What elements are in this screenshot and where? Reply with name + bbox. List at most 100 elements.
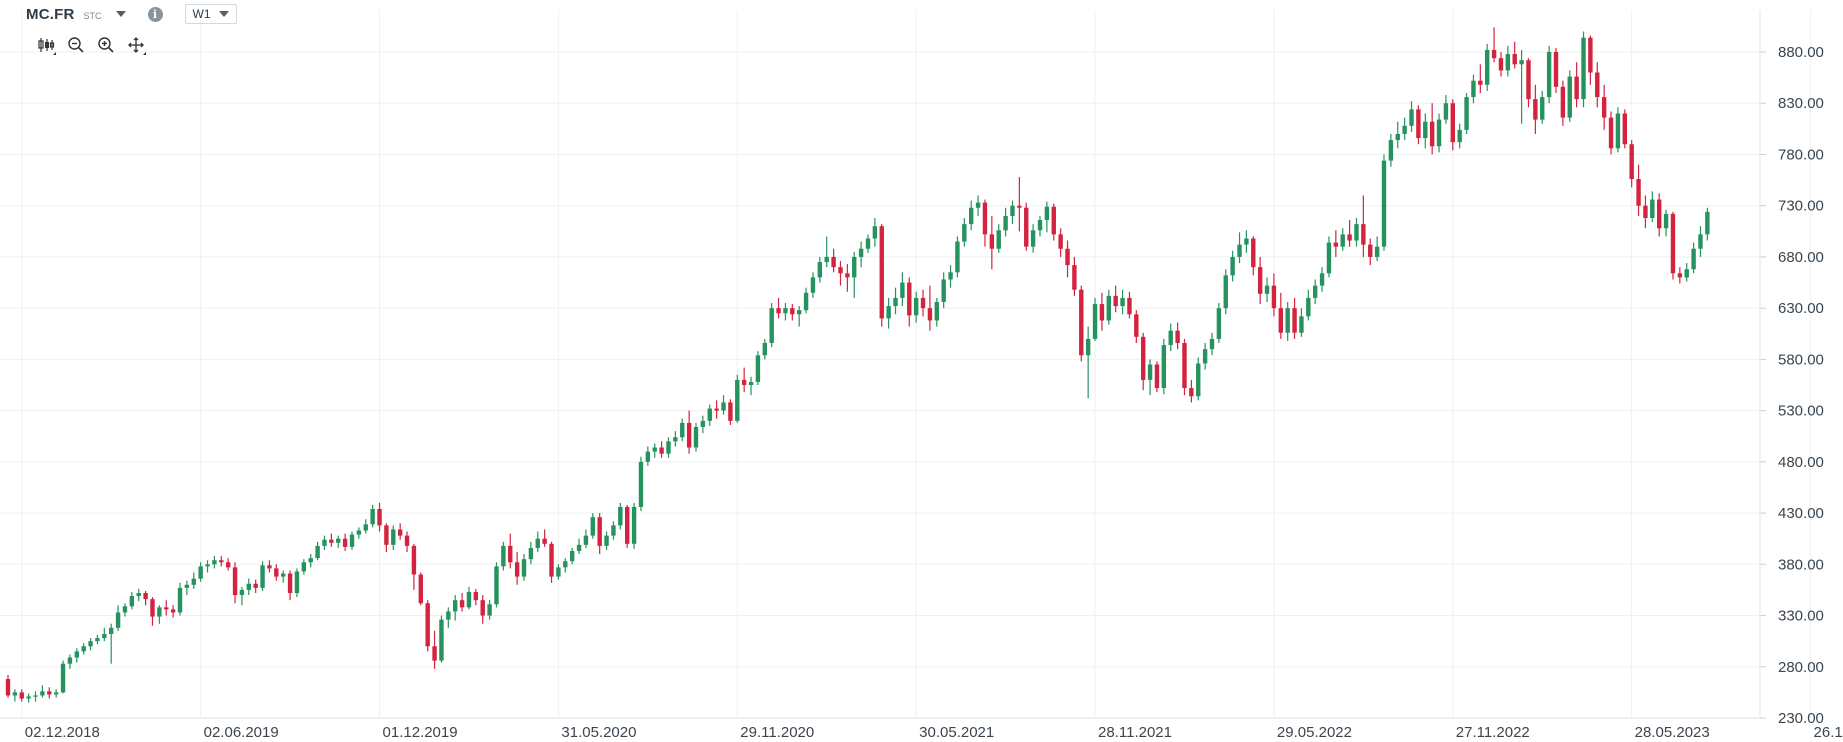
candle-body (53, 692, 59, 695)
info-icon[interactable]: i (147, 6, 163, 22)
candle-down (170, 605, 176, 618)
candle-body (239, 589, 245, 596)
candle-down (597, 513, 602, 555)
candle-up (115, 605, 121, 631)
zoom-in-button[interactable] (96, 35, 116, 55)
candle-body (1299, 316, 1304, 333)
candle-body (1505, 54, 1511, 71)
candle-body (1168, 330, 1173, 346)
candle-up (1464, 92, 1469, 134)
candle-body (762, 342, 767, 356)
candle-up (239, 586, 245, 606)
candle-down (459, 592, 465, 612)
candle-body (74, 651, 79, 658)
candle-up (1196, 357, 1201, 401)
candle-up (1471, 74, 1476, 104)
candle-body (879, 226, 884, 319)
candle-down (47, 687, 52, 699)
interval-select[interactable]: W1 (184, 4, 237, 24)
candle-body (95, 638, 100, 642)
candle-down (1271, 273, 1277, 317)
candle-body (260, 565, 265, 588)
candle-up (1423, 113, 1428, 149)
candle-up (1030, 224, 1036, 253)
zoom-out-button[interactable] (66, 35, 86, 55)
candle-body (1457, 129, 1462, 143)
candle-body (1347, 234, 1352, 241)
candle-body (790, 308, 795, 315)
candle-body (1663, 213, 1669, 229)
candle-up (618, 502, 623, 530)
candle-up (501, 541, 506, 571)
candle-up (370, 504, 375, 528)
candle-body (459, 600, 465, 608)
candle-body (955, 241, 960, 273)
candle-down (5, 674, 11, 698)
candle-up (645, 446, 651, 466)
candle-body (473, 591, 479, 601)
candle-up (803, 287, 809, 314)
candle-body (274, 568, 279, 577)
candle-body (1395, 133, 1400, 141)
symbol-name[interactable]: MC.FR (26, 5, 75, 23)
candle-body (12, 692, 18, 696)
candle-up (494, 562, 499, 608)
candle-up (212, 556, 217, 569)
candle-up (12, 689, 18, 702)
candle-up (88, 638, 93, 651)
candle-body (542, 538, 547, 544)
candle-body (246, 583, 251, 590)
candle-body (1161, 345, 1167, 389)
candle-body (1684, 269, 1689, 278)
x-tick-label: 29.11.2020 (740, 724, 814, 741)
candle-down (1478, 64, 1483, 93)
move-button[interactable] (126, 35, 146, 55)
candle-body (356, 530, 362, 535)
candle-body (549, 543, 554, 577)
candle-body (735, 379, 740, 421)
candle-body (81, 646, 86, 652)
candle-body (1209, 338, 1215, 350)
candle-up (1381, 154, 1387, 251)
zoom-out-icon (68, 37, 84, 53)
symbol-dropdown-icon[interactable] (115, 11, 126, 17)
candle-up (563, 558, 568, 573)
candle-type-button[interactable] (36, 35, 56, 55)
candle-up (1092, 297, 1098, 341)
candle-body (1657, 199, 1662, 229)
candle-body (913, 297, 919, 316)
candle-body (1175, 330, 1180, 343)
candle-body (680, 422, 685, 438)
candle-body (1374, 246, 1380, 257)
candle-up (391, 525, 396, 550)
y-tick-label: 680.00 (1778, 249, 1824, 266)
candle-up (1326, 236, 1332, 278)
candle-up (466, 586, 472, 610)
candle-body (1085, 338, 1091, 356)
candle-body (88, 641, 93, 647)
candle-up (886, 297, 891, 329)
chevron-down-icon (218, 11, 229, 17)
candle-body (872, 226, 878, 239)
candle-body (714, 408, 719, 411)
candle-body (1333, 242, 1339, 247)
candle-up (1299, 308, 1304, 337)
candle-up (604, 531, 609, 550)
candle-body (590, 517, 595, 536)
candle-body (494, 566, 499, 605)
candle-body (322, 539, 327, 546)
candle-up (1306, 289, 1311, 321)
x-tick-label: 02.12.2018 (25, 724, 100, 741)
candle-body (1485, 49, 1490, 85)
candle-body (19, 692, 24, 699)
candle-body (1147, 364, 1153, 380)
candle-body (920, 297, 926, 309)
candle-body (1257, 267, 1263, 294)
candle-down (514, 552, 520, 585)
candle-body (556, 567, 561, 577)
candle-up (1546, 45, 1552, 104)
candle-down (1450, 99, 1455, 151)
candle-down (1553, 47, 1559, 93)
candle-up (53, 689, 59, 698)
